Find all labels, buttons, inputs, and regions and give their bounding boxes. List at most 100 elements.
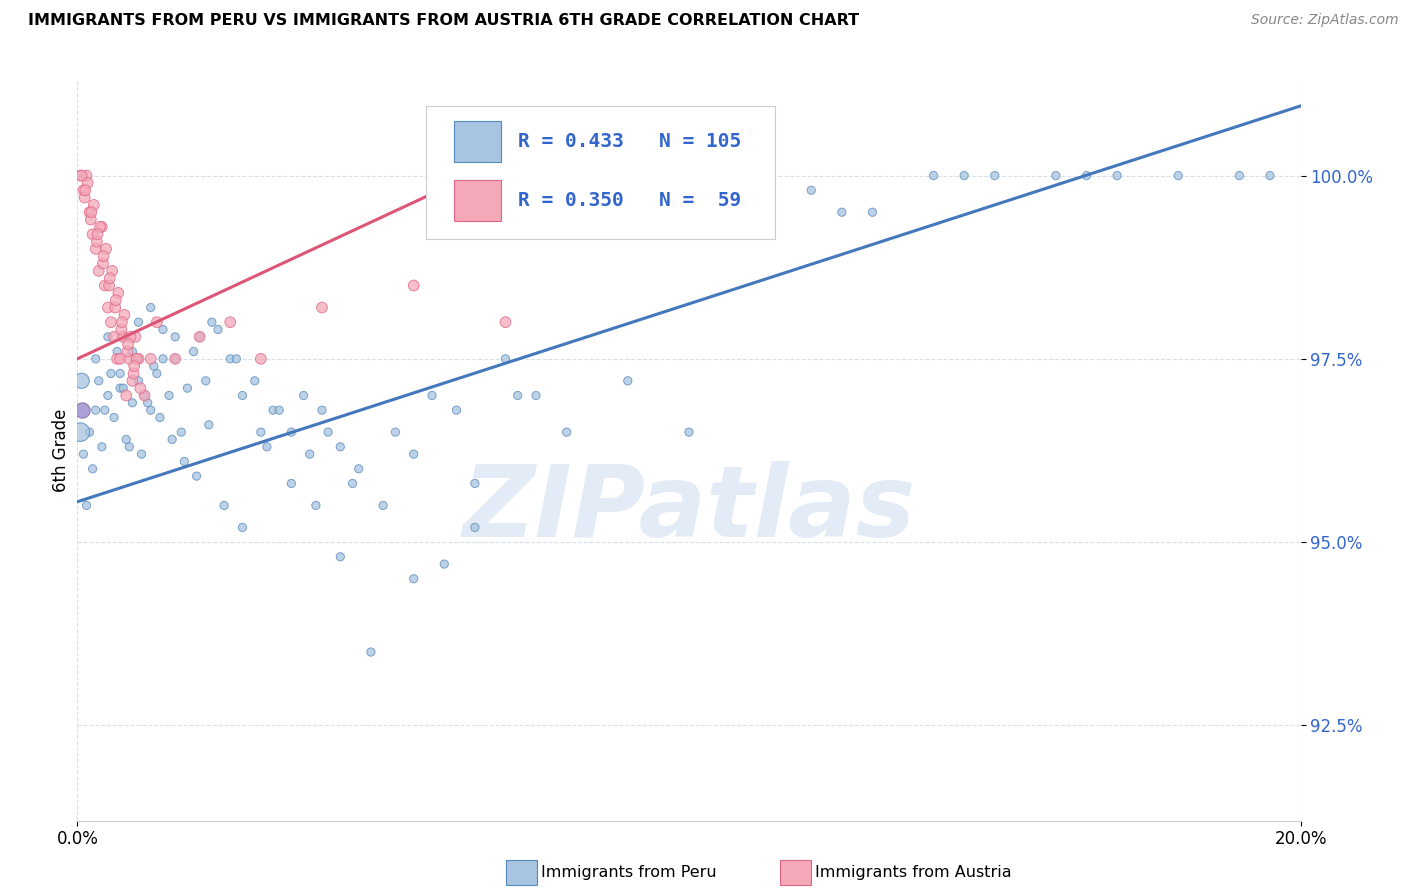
Point	[194, 374, 217, 388]
Point	[225, 351, 247, 366]
Point	[269, 403, 291, 417]
Point	[104, 293, 127, 308]
Point	[103, 410, 125, 425]
Point	[160, 433, 183, 447]
Point	[72, 183, 94, 197]
Point	[740, 183, 762, 197]
Point	[212, 499, 235, 513]
Point	[360, 645, 382, 659]
Point	[117, 344, 139, 359]
Point	[1045, 169, 1067, 183]
Point	[97, 330, 120, 344]
Point	[347, 462, 370, 476]
Point	[108, 351, 131, 366]
Point	[94, 278, 117, 293]
Point	[105, 351, 128, 366]
Text: IMMIGRANTS FROM PERU VS IMMIGRANTS FROM AUSTRIA 6TH GRADE CORRELATION CHART: IMMIGRANTS FROM PERU VS IMMIGRANTS FROM …	[28, 13, 859, 29]
Text: R = 0.350   N =  59: R = 0.350 N = 59	[517, 192, 741, 211]
Point	[80, 205, 103, 219]
Point	[165, 330, 187, 344]
Point	[94, 403, 117, 417]
Point	[280, 425, 302, 439]
Point	[97, 388, 120, 402]
FancyBboxPatch shape	[426, 106, 775, 239]
FancyBboxPatch shape	[454, 121, 501, 161]
Point	[120, 330, 142, 344]
Point	[121, 344, 143, 359]
Point	[105, 344, 128, 359]
Point	[329, 440, 352, 454]
Point	[647, 169, 669, 183]
Point	[84, 403, 107, 417]
Point	[127, 374, 149, 388]
Point	[82, 227, 104, 242]
Point	[1258, 169, 1281, 183]
Point	[111, 315, 134, 329]
Point	[165, 351, 187, 366]
Point	[69, 425, 91, 439]
Point	[183, 344, 205, 359]
Point	[243, 374, 266, 388]
Point	[136, 396, 159, 410]
Point	[311, 403, 333, 417]
Point	[79, 205, 101, 219]
Point	[108, 381, 131, 395]
Point	[107, 285, 129, 300]
Point	[342, 476, 364, 491]
Point	[108, 367, 131, 381]
Point	[198, 417, 221, 432]
Point	[129, 381, 152, 395]
Point	[86, 235, 108, 249]
Point	[384, 425, 406, 439]
Point	[100, 315, 122, 329]
Point	[231, 388, 253, 402]
Point	[464, 476, 486, 491]
Point	[298, 447, 321, 461]
Point	[127, 315, 149, 329]
Point	[121, 374, 143, 388]
Point	[201, 315, 224, 329]
Point	[402, 278, 425, 293]
Point	[506, 388, 529, 402]
Point	[127, 351, 149, 366]
Point	[122, 359, 145, 373]
Point	[740, 205, 762, 219]
Point	[146, 315, 169, 329]
Text: Immigrants from Austria: Immigrants from Austria	[815, 865, 1012, 880]
Point	[115, 388, 138, 402]
Point	[862, 205, 884, 219]
Point	[75, 183, 97, 197]
Point	[70, 374, 93, 388]
Point	[122, 367, 145, 381]
Point	[90, 440, 112, 454]
Point	[152, 351, 174, 366]
Text: ZIPatlas: ZIPatlas	[463, 461, 915, 558]
Point	[82, 462, 104, 476]
Point	[402, 447, 425, 461]
Point	[76, 176, 98, 190]
Point	[112, 330, 135, 344]
Point	[433, 557, 456, 571]
Point	[280, 476, 302, 491]
Point	[524, 388, 547, 402]
Point	[207, 322, 229, 336]
Point	[131, 447, 153, 461]
Point	[170, 425, 193, 439]
Point	[91, 256, 114, 270]
Point	[139, 301, 162, 315]
Point	[97, 301, 120, 315]
FancyBboxPatch shape	[454, 180, 501, 221]
Point	[93, 249, 115, 263]
Point	[1167, 169, 1189, 183]
Point	[173, 454, 195, 468]
Point	[115, 433, 138, 447]
Point	[1076, 169, 1098, 183]
Point	[188, 330, 211, 344]
Point	[446, 403, 468, 417]
Point	[188, 330, 211, 344]
Point	[292, 388, 315, 402]
Point	[495, 351, 517, 366]
Point	[371, 499, 394, 513]
Point	[84, 351, 107, 366]
Point	[149, 410, 172, 425]
